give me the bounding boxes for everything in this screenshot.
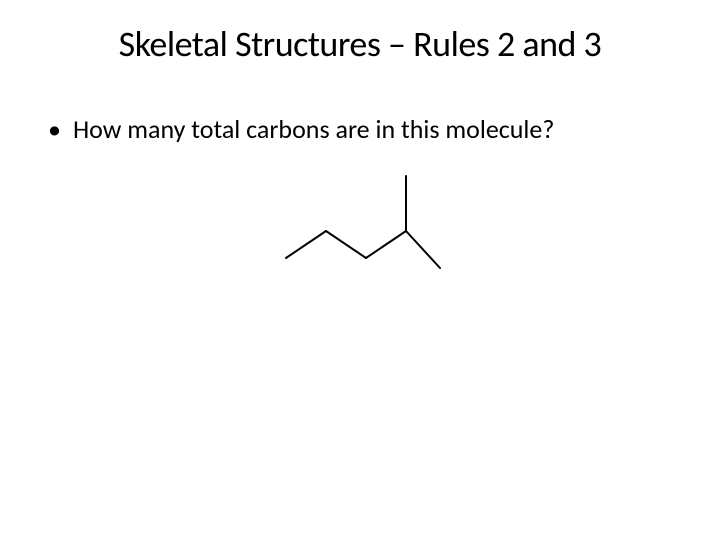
molecule-diagram [278,168,448,278]
bullet-marker: • [48,114,61,145]
page-title: Skeletal Structures – Rules 2 and 3 [0,0,720,66]
bullet-item: • How many total carbons are in this mol… [48,114,720,145]
bullet-list: • How many total carbons are in this mol… [0,66,720,145]
bullet-text: How many total carbons are in this molec… [73,114,554,145]
